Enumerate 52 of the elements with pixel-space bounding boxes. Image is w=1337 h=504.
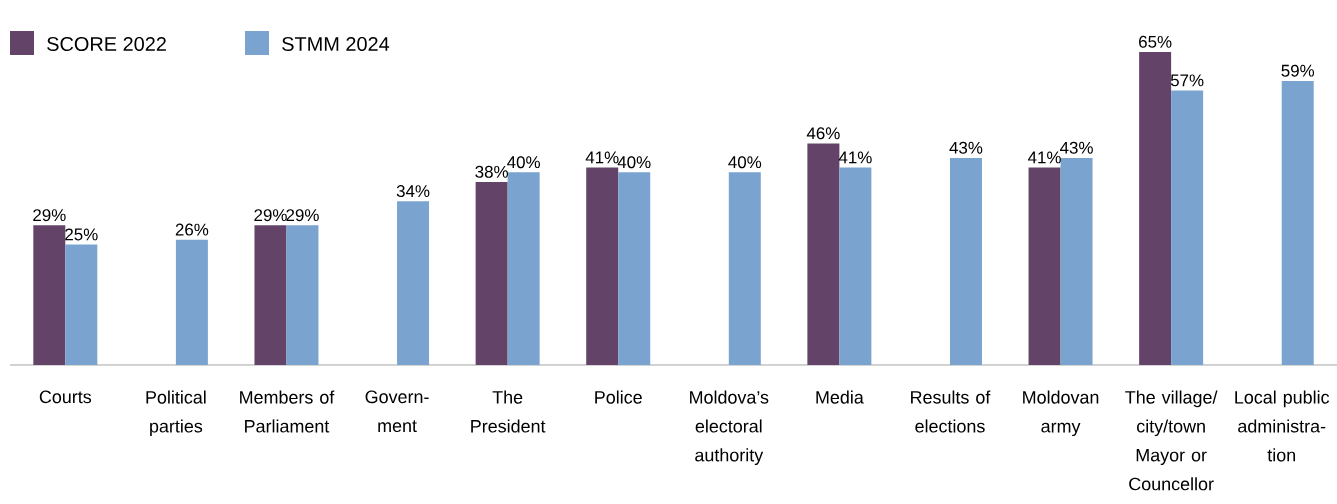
bar [397,201,430,365]
data-label: 59% [1281,64,1315,77]
x-tick-label: Courts [39,390,92,404]
data-label: 26% [175,223,209,236]
data-label: 38% [475,165,508,178]
x-tick-label: Moldova’s electoral authority [690,390,769,465]
data-label: 29% [33,209,66,222]
data-label: 29% [286,209,319,222]
legend-label: STMM 2024 [282,36,390,52]
bar [286,225,319,365]
bar [1171,90,1204,365]
x-tick-label: Results of elections [911,390,991,433]
x-tick-label: The President [471,390,546,433]
x-tick-label: Media [816,390,864,404]
data-label: 46% [806,127,840,140]
data-label: 29% [254,209,287,222]
x-tick-label: Moldovan army [1023,390,1099,437]
bar [728,172,761,365]
data-label: 40% [617,156,651,169]
bar [949,157,982,365]
data-label: 43% [1059,141,1093,154]
data-label: 41% [838,151,872,164]
data-label: 57% [1170,74,1204,87]
data-label: 41% [585,151,619,164]
data-label: 34% [396,185,430,198]
bar [1281,80,1314,365]
bar [65,244,98,365]
x-tick-label: Local public administra-tion [1235,390,1330,462]
bar [807,143,840,365]
bar [839,167,872,365]
bar [254,225,287,365]
legend-label: SCORE 2022 [47,36,166,52]
x-tick-label: Police [595,390,642,404]
data-label: 25% [65,228,98,241]
x-tick-label: The village/city/town Mayor or Councellor [1125,390,1218,491]
bar [1139,51,1172,365]
bar [1028,167,1061,365]
x-tick-label: Members of Parliament [240,390,335,433]
data-label: 43% [949,141,983,154]
bar [475,182,508,365]
data-label: 41% [1027,151,1061,164]
bar [507,172,540,365]
bar [618,172,651,365]
x-tick-label: Political parties [146,390,206,437]
bar [33,225,66,365]
data-label: 40% [728,156,762,169]
bar [1060,157,1093,365]
data-label: 65% [1139,35,1172,48]
bar [175,239,208,365]
data-label: 40% [507,156,540,169]
x-tick-label: Govern-ment [365,390,429,433]
bar [586,167,619,365]
